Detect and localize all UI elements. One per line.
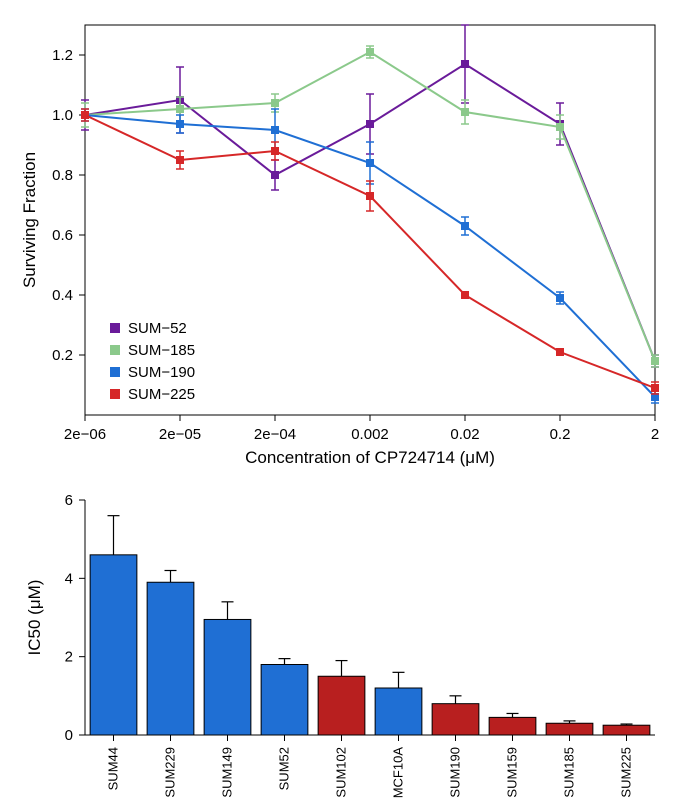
svg-text:2e−05: 2e−05	[159, 426, 201, 443]
svg-text:Concentration of CP724714 (μM): Concentration of CP724714 (μM)	[245, 448, 495, 467]
svg-text:SUM159: SUM159	[505, 747, 520, 798]
svg-text:SUM−185: SUM−185	[128, 342, 195, 359]
svg-text:0: 0	[65, 727, 73, 744]
svg-text:2e−04: 2e−04	[254, 426, 296, 443]
svg-text:SUM−190: SUM−190	[128, 364, 195, 381]
svg-text:2: 2	[65, 649, 73, 666]
svg-text:SUM185: SUM185	[562, 747, 577, 798]
svg-text:1.0: 1.0	[52, 107, 73, 124]
svg-text:0.6: 0.6	[52, 227, 73, 244]
svg-text:1.2: 1.2	[52, 47, 73, 64]
svg-text:2: 2	[651, 426, 659, 443]
figure-svg: 2e−06 2e−05 2e−04 0.002 0.02 0.2 2 Concentratio…	[0, 0, 685, 807]
svg-text:SUM44: SUM44	[106, 747, 121, 790]
svg-text:6: 6	[65, 492, 73, 509]
svg-text:Surviving Fraction: Surviving Fraction	[20, 152, 39, 288]
svg-text:2e−06: 2e−06	[64, 426, 106, 443]
svg-text:4: 4	[65, 570, 73, 587]
svg-text:MCF10A: MCF10A	[391, 747, 406, 799]
svg-text:0.8: 0.8	[52, 167, 73, 184]
svg-text:0.2: 0.2	[52, 347, 73, 364]
figure-container: 2e−06 2e−05 2e−04 0.002 0.02 0.2 2 Concentratio…	[0, 0, 685, 807]
svg-text:IC50 (μM): IC50 (μM)	[25, 580, 44, 656]
svg-text:SUM−225: SUM−225	[128, 386, 195, 403]
svg-text:SUM102: SUM102	[334, 747, 349, 798]
svg-text:0.02: 0.02	[450, 426, 479, 443]
svg-text:SUM−52: SUM−52	[128, 320, 187, 337]
svg-text:SUM149: SUM149	[220, 747, 235, 798]
svg-text:SUM225: SUM225	[619, 747, 634, 798]
svg-text:0.002: 0.002	[351, 426, 389, 443]
svg-text:SUM190: SUM190	[448, 747, 463, 798]
svg-text:0.2: 0.2	[550, 426, 571, 443]
svg-text:0.4: 0.4	[52, 287, 73, 304]
svg-text:SUM229: SUM229	[163, 747, 178, 798]
svg-text:SUM52: SUM52	[277, 747, 292, 790]
